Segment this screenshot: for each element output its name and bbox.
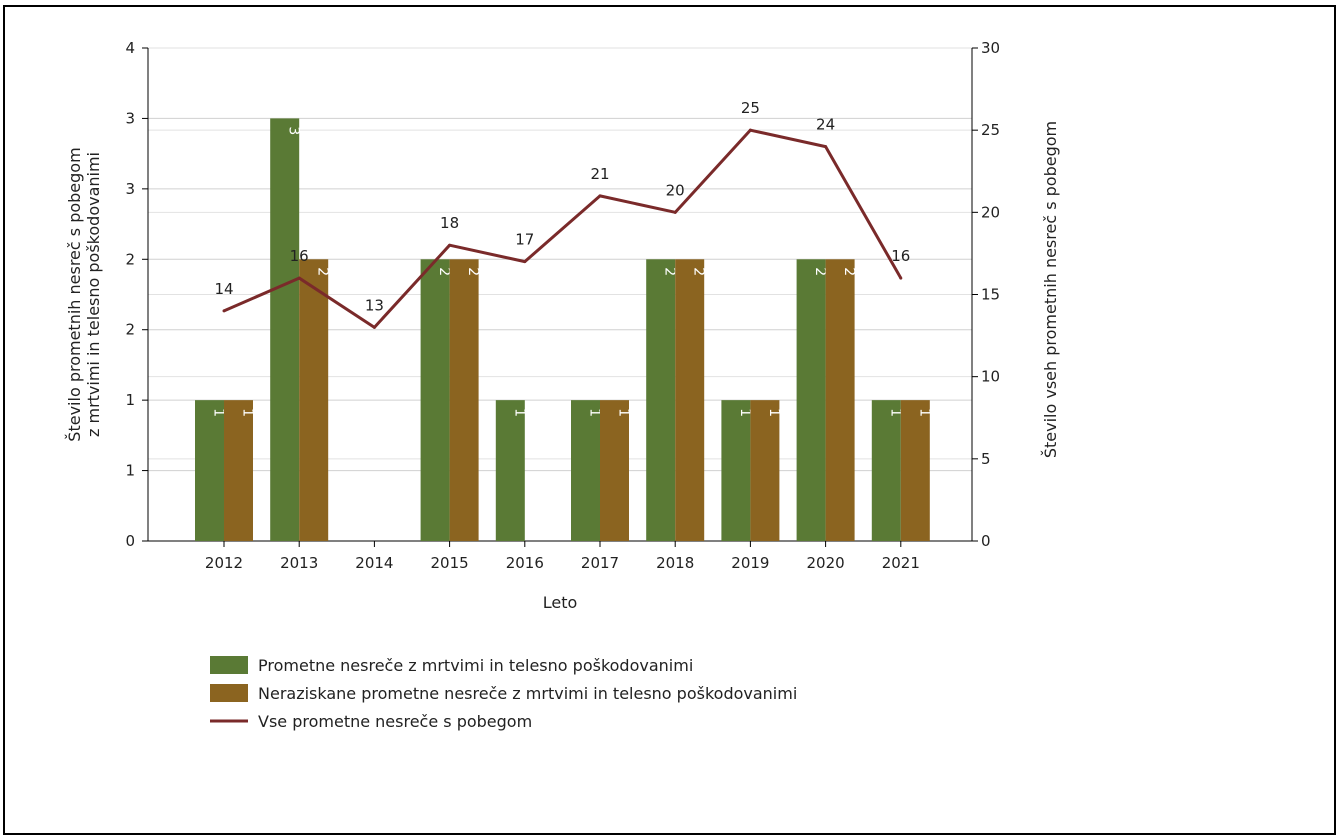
legend-label: Vse prometne nesreče s pobegom — [258, 712, 532, 731]
line-value-label: 25 — [741, 99, 760, 117]
left-tick-label: 0 — [125, 532, 135, 550]
bar — [796, 259, 826, 541]
line-value-label: 18 — [440, 214, 459, 232]
bar — [721, 400, 751, 541]
line-value-label: 24 — [816, 116, 835, 134]
left-tick-label: 1 — [125, 462, 135, 480]
series-line — [223, 128, 903, 329]
line-point — [673, 210, 677, 214]
line-value-label: 13 — [365, 296, 384, 314]
bar-value-label: 2 — [812, 267, 828, 276]
legend-label: Neraziskane prometne nesreče z mrtvimi i… — [258, 684, 797, 703]
legend-swatch — [210, 656, 248, 674]
left-axis-title: Število prometnih nesreč s pobegomz mrtv… — [65, 147, 103, 441]
bar — [675, 259, 705, 541]
bar-value-label: 1 — [616, 408, 632, 417]
line-point — [297, 276, 301, 280]
left-tick-label: 2 — [125, 321, 135, 339]
line-value-label: 14 — [214, 280, 233, 298]
bar-value-label: 2 — [465, 267, 481, 276]
x-tick-label: 2019 — [731, 554, 769, 572]
right-tick-label: 20 — [981, 203, 1000, 221]
left-axis-title-line: z mrtvimi in telesno poškodovanimi — [84, 152, 103, 437]
x-tick-label: 2021 — [882, 554, 920, 572]
legend-swatch — [210, 684, 248, 702]
x-tick-label: 2013 — [280, 554, 318, 572]
left-tick-label: 1 — [125, 391, 135, 409]
bar — [195, 400, 224, 541]
bar — [600, 400, 629, 541]
right-tick-label: 0 — [981, 532, 991, 550]
line-point — [899, 276, 903, 280]
line-point — [523, 260, 527, 264]
bar-value-label: 2 — [436, 267, 452, 276]
bar-value-label: 3 — [286, 126, 302, 135]
x-axis-title: Leto — [543, 593, 578, 612]
x-tick-label: 2016 — [506, 554, 544, 572]
line-value-label: 20 — [666, 181, 685, 199]
bar — [646, 259, 676, 541]
right-tick-label: 15 — [981, 286, 1000, 304]
line-point — [748, 128, 752, 132]
right-axis-title: Število vseh prometnih nesreč s pobegom — [1041, 121, 1060, 458]
legend-label: Prometne nesreče z mrtvimi in telesno po… — [258, 656, 693, 675]
bar-value-label: 1 — [766, 408, 782, 417]
bar-value-label: 1 — [587, 408, 603, 417]
x-tick-label: 2014 — [355, 554, 393, 572]
x-tick-label: 2012 — [205, 554, 243, 572]
bar — [299, 259, 329, 541]
bar-value-label: 1 — [887, 408, 903, 417]
right-tick-label: 5 — [981, 450, 991, 468]
bar-value-label: 1 — [511, 408, 527, 417]
x-tick-label: 2018 — [656, 554, 694, 572]
right-tick-label: 10 — [981, 368, 1000, 386]
bar — [224, 400, 253, 541]
bar — [825, 259, 855, 541]
bar-value-label: 2 — [691, 267, 707, 276]
bar-value-label: 1 — [240, 408, 256, 417]
bar-value-label: 2 — [841, 267, 857, 276]
bar — [571, 400, 600, 541]
bar — [449, 259, 479, 541]
line-point — [448, 243, 452, 247]
right-tick-label: 25 — [981, 121, 1000, 139]
bar-value-label: 1 — [916, 408, 932, 417]
left-tick-label: 3 — [125, 180, 135, 198]
line-point — [824, 145, 828, 149]
x-tick-label: 2015 — [431, 554, 469, 572]
x-tick-label: 2017 — [581, 554, 619, 572]
bar-value-label: 1 — [737, 408, 753, 417]
left-tick-label: 3 — [125, 109, 135, 127]
left-axis-title-line: Število prometnih nesreč s pobegom — [65, 147, 84, 441]
line-value-label: 17 — [515, 231, 534, 249]
bar — [420, 259, 450, 541]
bar — [871, 400, 901, 541]
line-point — [222, 309, 226, 313]
bar-value-label: 2 — [315, 267, 331, 276]
left-tick-label: 2 — [125, 250, 135, 268]
line-value-label: 16 — [891, 247, 910, 265]
bar — [750, 400, 780, 541]
line-point — [598, 194, 602, 198]
bar — [270, 118, 300, 541]
bar-value-label: 1 — [211, 408, 227, 417]
right-tick-label: 30 — [981, 39, 1000, 57]
bar-value-label: 2 — [662, 267, 678, 276]
line-point — [372, 325, 376, 329]
line-value-label: 21 — [590, 165, 609, 183]
bar — [900, 400, 930, 541]
line-value-label: 16 — [290, 247, 309, 265]
bar — [495, 400, 525, 541]
left-tick-label: 4 — [125, 39, 135, 57]
x-tick-label: 2020 — [807, 554, 845, 572]
